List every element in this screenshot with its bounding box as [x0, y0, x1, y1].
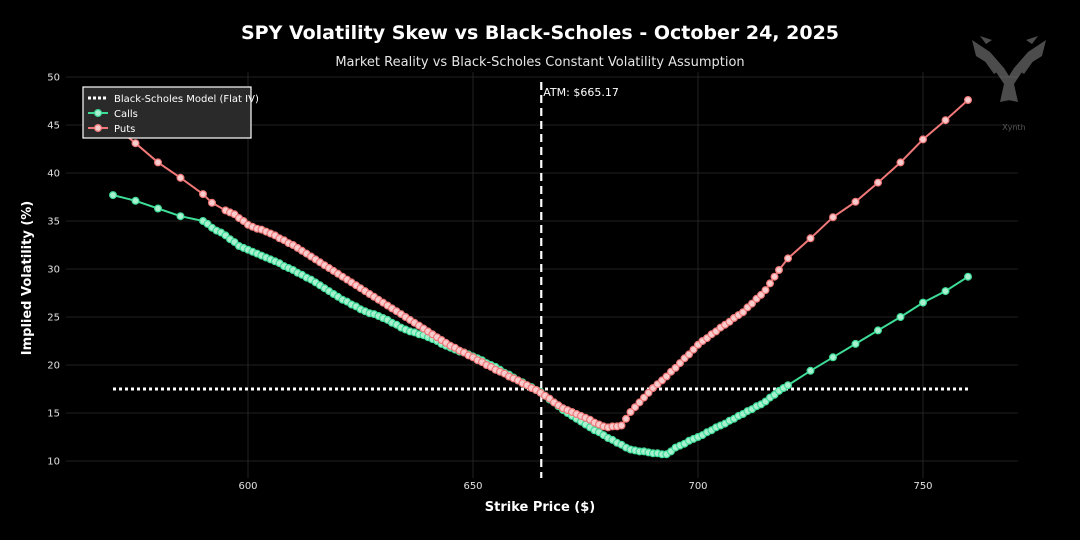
puts-point [199, 190, 208, 199]
puts-point [765, 279, 774, 288]
calls-point [154, 204, 163, 213]
legend-marker-calls [93, 108, 102, 117]
watermark-logo: Xynth [972, 36, 1046, 132]
puts-point [941, 116, 950, 125]
puts-point [644, 388, 653, 397]
wolf-x-logo-icon [972, 36, 1046, 102]
puts-point [630, 403, 639, 412]
calls-point [918, 298, 927, 307]
y-tick-label: 30 [47, 265, 60, 276]
puts-point [689, 345, 698, 354]
puts-point [770, 272, 779, 281]
puts-point [761, 286, 770, 295]
puts-point [747, 299, 756, 308]
puts-point [806, 234, 815, 243]
puts-point [208, 198, 217, 207]
calls-point [963, 272, 972, 281]
puts-point [662, 372, 671, 381]
chart-subtitle: Market Reality vs Black-Scholes Constant… [335, 55, 744, 70]
puts-point [675, 359, 684, 368]
puts-point [783, 254, 792, 263]
y-tick-label: 10 [47, 457, 60, 468]
x-tick-label: 650 [463, 481, 482, 492]
puts-point [963, 95, 972, 104]
series-group [108, 95, 972, 459]
puts-point [684, 350, 693, 359]
chart-title: SPY Volatility Skew vs Black-Scholes - O… [241, 22, 839, 44]
puts-point [756, 290, 765, 299]
puts-point [873, 178, 882, 187]
legend-label-black-scholes: Black-Scholes Model (Flat IV) [114, 94, 259, 105]
x-axis-label: Strike Price ($) [485, 500, 595, 515]
calls-point [108, 191, 117, 200]
puts-point [131, 139, 140, 148]
puts-point [738, 308, 747, 317]
calls-point [783, 381, 792, 390]
puts-point [828, 213, 837, 222]
puts-point [176, 173, 185, 182]
y-tick-label: 15 [47, 409, 60, 420]
calls-point [873, 326, 882, 335]
puts-point [617, 421, 626, 430]
puts-point [918, 135, 927, 144]
series-puts [108, 95, 972, 432]
puts-point [154, 158, 163, 167]
calls-point [851, 339, 860, 348]
y-tick-label: 35 [47, 217, 60, 228]
puts-point [621, 414, 630, 423]
calls-point [941, 287, 950, 296]
legend-label-calls: Calls [114, 109, 138, 120]
legend-label-puts: Puts [114, 124, 135, 135]
puts-point [635, 398, 644, 407]
x-tick-label: 750 [913, 481, 932, 492]
calls-point [131, 196, 140, 205]
calls-point [896, 313, 905, 322]
x-tick-label: 600 [238, 481, 257, 492]
legend-box [82, 86, 252, 139]
x-tick-label: 700 [688, 481, 707, 492]
y-tick-label: 40 [47, 169, 60, 180]
x-axis-ticks: 600 650 700 750 [238, 481, 932, 492]
calls-point [828, 353, 837, 362]
puts-point [896, 158, 905, 167]
puts-point [639, 393, 648, 402]
puts-point [774, 266, 783, 275]
y-axis-ticks: 10 15 20 25 30 35 40 45 50 [47, 73, 60, 468]
y-tick-label: 50 [47, 73, 60, 84]
y-tick-label: 20 [47, 361, 60, 372]
calls-point [176, 212, 185, 221]
watermark-label: Xynth [1002, 123, 1026, 132]
legend: Black-Scholes Model (Flat IV) Calls Puts [82, 86, 259, 139]
puts-point [851, 197, 860, 206]
puts-point [671, 363, 680, 372]
atm-label: ATM: $665.17 [543, 86, 619, 99]
y-axis-label: Implied Volatility (%) [20, 201, 35, 355]
legend-marker-puts [93, 123, 102, 132]
y-tick-label: 45 [47, 121, 60, 132]
puts-point [626, 408, 635, 417]
calls-point [806, 366, 815, 375]
y-tick-label: 25 [47, 313, 60, 324]
